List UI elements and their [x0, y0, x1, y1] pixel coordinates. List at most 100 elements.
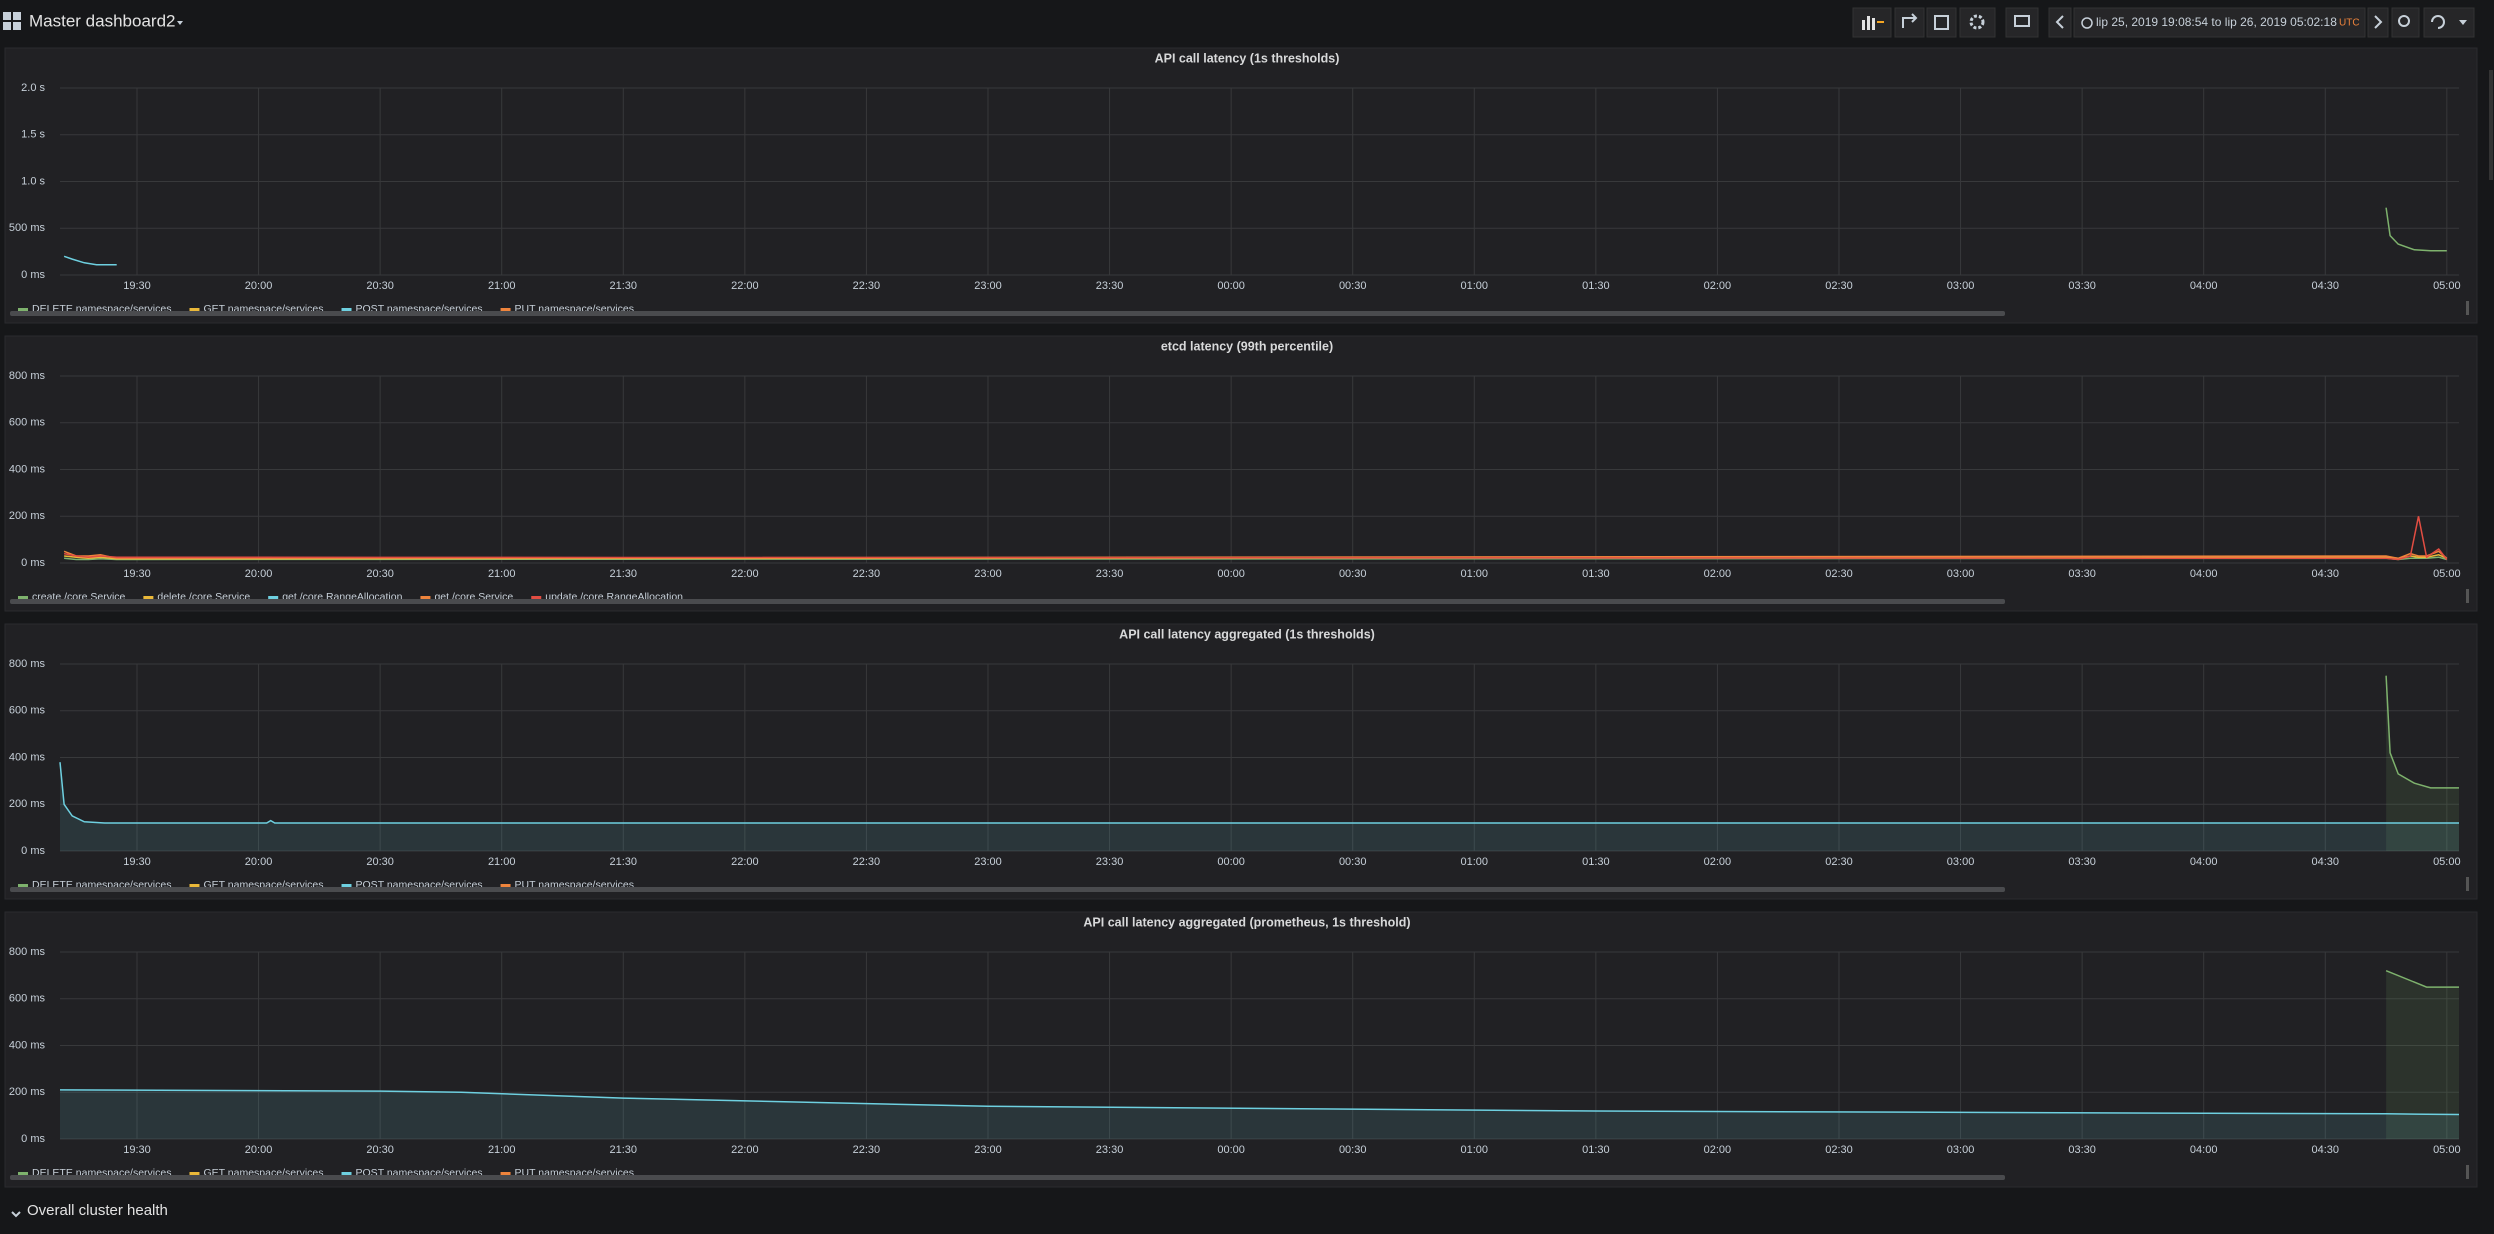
panel: API call latency aggregated (prometheus,…	[4, 911, 2478, 1188]
chevron-right	[2374, 15, 2383, 29]
legend-scrollbar	[10, 887, 2005, 892]
panel: API call latency (1s thresholds) 0 ms 500 …	[4, 47, 2478, 324]
dropdown-caret[interactable]	[177, 21, 183, 25]
series-area	[60, 1089, 2459, 1139]
y-tick-label: 500 ms	[9, 222, 46, 234]
x-tick-label: 01:00	[1461, 568, 1489, 580]
x-tick-label: 04:30	[2312, 1144, 2340, 1156]
series-line	[2385, 675, 2459, 789]
time-forward-button[interactable]	[2367, 7, 2389, 38]
y-tick-label: 400 ms	[9, 751, 46, 763]
x-tick-label: 04:00	[2190, 1144, 2218, 1156]
x-tick-label: 21:00	[488, 856, 516, 868]
y-tick-label: 0 ms	[21, 845, 45, 857]
series-line	[2385, 207, 2447, 252]
x-tick-label: 21:00	[488, 568, 516, 580]
save-button[interactable]	[1926, 7, 1957, 38]
panel-background	[4, 47, 2478, 324]
x-tick-label: 22:30	[853, 280, 881, 292]
panel-background	[4, 911, 2478, 1188]
legend-swatch	[268, 596, 279, 599]
x-tick-label: 23:00	[974, 856, 1002, 868]
settings-button[interactable]	[1959, 7, 1996, 38]
x-tick-label: 00:30	[1339, 856, 1367, 868]
x-tick-label: 21:30	[610, 280, 638, 292]
series-line	[63, 516, 2448, 561]
y-tick-label: 1.5 s	[21, 129, 45, 141]
legend-swatch	[531, 596, 542, 599]
x-tick-label: 01:30	[1582, 856, 1610, 868]
x-tick-label: 03:30	[2068, 280, 2096, 292]
panel-resize	[2466, 1165, 2469, 1179]
x-tick-label: 00:00	[1217, 856, 1245, 868]
y-tick-label: 2.0 s	[21, 82, 45, 94]
legend-scrollbar	[10, 599, 2005, 604]
x-tick-label: 02:30	[1825, 856, 1853, 868]
panel-title: etcd latency (99th percentile)	[1161, 339, 1333, 353]
y-tick-label: 600 ms	[9, 705, 46, 717]
grid-icon[interactable]	[3, 12, 21, 30]
page-scrollbar[interactable]	[2489, 70, 2493, 180]
x-tick-label: 03:00	[1947, 568, 1975, 580]
timezone: UTC	[2339, 18, 2360, 29]
y-tick-label: 1.0 s	[21, 175, 45, 187]
x-tick-label: 23:00	[974, 568, 1002, 580]
x-tick-label: 04:00	[2190, 856, 2218, 868]
y-tick-label: 800 ms	[9, 658, 46, 670]
x-tick-label: 19:30	[123, 280, 151, 292]
x-tick-label: 21:30	[610, 568, 638, 580]
time-back-button[interactable]	[2048, 7, 2072, 38]
x-tick-label: 20:00	[245, 1144, 273, 1156]
x-tick-label: 05:00	[2433, 568, 2461, 580]
refresh-icon	[2431, 15, 2445, 29]
zoom-icon	[2398, 15, 2410, 27]
add-panel-icon	[1862, 16, 1884, 30]
x-tick-label: 22:00	[731, 1144, 759, 1156]
x-tick-label: 22:00	[731, 856, 759, 868]
row-title[interactable]: Overall cluster health	[27, 1202, 168, 1219]
panel-title: API call latency (1s thresholds)	[1155, 51, 1340, 65]
x-tick-label: 01:30	[1582, 1144, 1610, 1156]
tv-button[interactable]	[2005, 7, 2039, 38]
x-tick-label: 01:00	[1461, 1144, 1489, 1156]
y-tick-label: 0 ms	[21, 1133, 45, 1145]
x-tick-label: 05:00	[2433, 280, 2461, 292]
legend-swatch	[18, 596, 28, 599]
legend-swatch	[18, 1172, 28, 1175]
x-tick-label: 03:00	[1947, 280, 1975, 292]
zoom-button[interactable]	[2391, 7, 2420, 38]
clock-icon	[2081, 17, 2093, 29]
x-tick-label: 20:30	[366, 280, 394, 292]
x-tick-label: 23:30	[1096, 568, 1124, 580]
time-picker[interactable]	[2073, 7, 2366, 38]
y-tick-label: 600 ms	[9, 993, 46, 1005]
x-tick-label: 21:00	[488, 1144, 516, 1156]
x-tick-label: 05:00	[2433, 1144, 2461, 1156]
series-area	[2386, 970, 2459, 1139]
x-tick-label: 02:00	[1704, 568, 1732, 580]
legend-swatch	[341, 1172, 352, 1175]
share-button[interactable]	[1894, 7, 1925, 38]
panel-background	[4, 623, 2478, 900]
legend-swatch	[189, 1172, 200, 1175]
dashboard-title[interactable]: Master dashboard2	[29, 11, 175, 30]
series-line	[59, 1089, 2460, 1116]
legend-swatch	[143, 596, 154, 599]
series-line	[59, 762, 2459, 824]
panel: API call latency aggregated (1s threshol…	[4, 623, 2478, 900]
legend-swatch	[341, 308, 352, 311]
x-tick-label: 01:30	[1582, 280, 1610, 292]
refresh-button[interactable]	[2423, 7, 2475, 38]
row-chevron[interactable]	[11, 1211, 21, 1218]
legend-scrollbar	[10, 311, 2005, 316]
panel-title: API call latency aggregated (prometheus,…	[1083, 915, 1410, 929]
x-tick-label: 23:00	[974, 280, 1002, 292]
chevron-left	[2055, 15, 2064, 29]
series-area	[60, 762, 2459, 851]
x-tick-label: 20:30	[366, 568, 394, 580]
x-tick-label: 00:30	[1339, 1144, 1367, 1156]
refresh-caret[interactable]	[2459, 20, 2467, 25]
x-tick-label: 03:30	[2068, 1144, 2096, 1156]
x-tick-label: 22:00	[731, 280, 759, 292]
